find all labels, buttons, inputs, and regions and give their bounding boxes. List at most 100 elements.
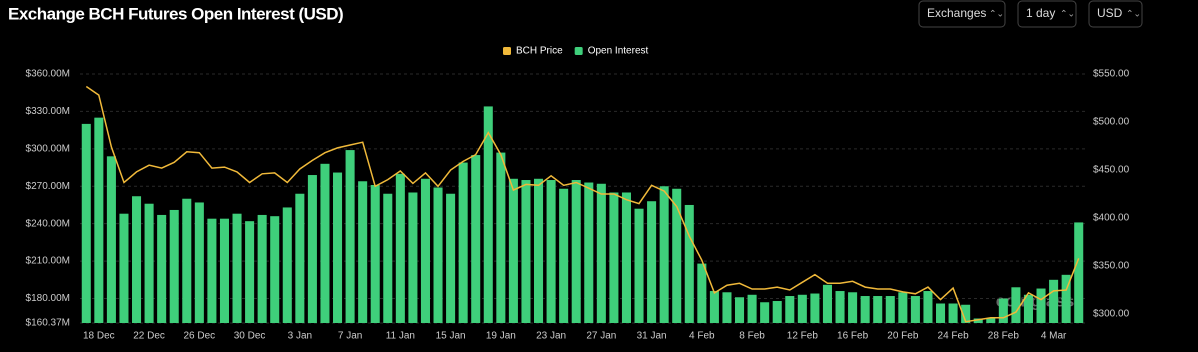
bar (106, 156, 116, 323)
chevron: ⌃⌄ (1060, 8, 1075, 18)
bar (961, 304, 971, 323)
bar (1074, 222, 1084, 323)
bar (760, 302, 770, 323)
x-tick-label: 8 Feb (739, 331, 765, 342)
bar (722, 292, 732, 323)
bar (986, 318, 996, 323)
bar (936, 303, 946, 323)
bar (245, 221, 255, 323)
bar (257, 214, 267, 323)
bar (584, 182, 594, 323)
y2-tick-label: $400.00 (1093, 213, 1130, 224)
title: Exchange BCH Futures Open Interest (USD) (8, 4, 343, 23)
y-tick-label: $360.00M (26, 69, 70, 80)
bar (609, 192, 619, 323)
bar (1061, 274, 1071, 323)
bar (471, 155, 481, 323)
bar (684, 204, 694, 323)
bar (659, 186, 669, 323)
bar (232, 213, 242, 323)
bar (885, 296, 895, 323)
y2-tick-label: $350.00 (1093, 261, 1130, 272)
bar (194, 202, 204, 323)
legend-label: BCH Price (516, 46, 563, 57)
bar (1036, 288, 1046, 323)
y2-tick-label: $450.00 (1093, 165, 1130, 176)
bar (1011, 287, 1021, 323)
x-tick-label: 15 Jan (436, 331, 466, 342)
x-tick-label: 28 Feb (988, 331, 1020, 342)
bar (433, 187, 443, 323)
y2-tick-label: $550.00 (1093, 69, 1130, 80)
dropdown-label[interactable]: USD (1097, 6, 1123, 20)
bar (948, 303, 958, 323)
bar (596, 183, 606, 323)
bar (119, 213, 129, 323)
dropdown[interactable] (1017, 0, 1077, 28)
bar (333, 172, 343, 323)
bar (810, 293, 820, 323)
x-tick-label: 26 Dec (184, 331, 216, 342)
x-tick-label: 22 Dec (133, 331, 165, 342)
dropdown-label[interactable]: 1 day (1026, 6, 1055, 20)
y-tick-label: $210.00M (26, 256, 70, 267)
bar (1023, 294, 1033, 323)
bar (621, 192, 631, 323)
legend-swatch (574, 47, 583, 55)
bar (508, 178, 518, 323)
bar (295, 193, 305, 323)
y2-tick-label: $500.00 (1093, 117, 1130, 128)
x-tick-label: 23 Jan (536, 331, 566, 342)
bar (747, 294, 757, 323)
legend-label: Open Interest (588, 46, 649, 57)
x-tick-label: 30 Dec (234, 331, 266, 342)
bar (169, 209, 179, 323)
x-tick-label: 24 Feb (938, 331, 970, 342)
bar (521, 180, 531, 323)
bar (182, 198, 192, 323)
bar (546, 180, 556, 323)
x-tick-label: 7 Jan (338, 331, 362, 342)
bar (559, 188, 569, 323)
bar (672, 188, 682, 323)
x-tick-label: 16 Feb (837, 331, 869, 342)
bar (446, 193, 456, 323)
bar (408, 192, 418, 323)
bar (144, 203, 154, 323)
bar (898, 292, 908, 323)
legend-swatch (503, 47, 511, 55)
bar (207, 218, 217, 323)
bar (785, 296, 795, 323)
x-tick-label: 18 Dec (83, 331, 115, 342)
bar (383, 193, 393, 323)
bar (219, 218, 229, 323)
bar (94, 117, 104, 323)
bar (923, 291, 933, 323)
bar (848, 292, 858, 323)
bar (483, 106, 493, 323)
bar (496, 152, 506, 323)
price-line (85, 85, 1080, 323)
bar (420, 178, 430, 323)
bar (370, 185, 380, 323)
dropdown[interactable] (1088, 0, 1143, 28)
bar (81, 123, 91, 323)
bar (132, 196, 142, 323)
chevron: ⌃⌄ (989, 8, 1004, 18)
bar (709, 291, 719, 323)
dropdown[interactable] (918, 0, 1006, 28)
x-tick-label: 31 Jan (637, 331, 667, 342)
bar (910, 296, 920, 323)
x-tick-label: 19 Jan (486, 331, 516, 342)
dropdown-label[interactable]: Exchanges (927, 6, 986, 20)
y-tick-label: $160.37M (26, 318, 70, 329)
bar (697, 263, 707, 323)
bar (282, 207, 292, 323)
bar (797, 294, 807, 323)
bar (860, 296, 870, 323)
y2-tick-label: $300.00 (1093, 309, 1130, 320)
x-tick-label: 12 Feb (787, 331, 819, 342)
bar (735, 297, 745, 323)
bar (634, 208, 644, 323)
